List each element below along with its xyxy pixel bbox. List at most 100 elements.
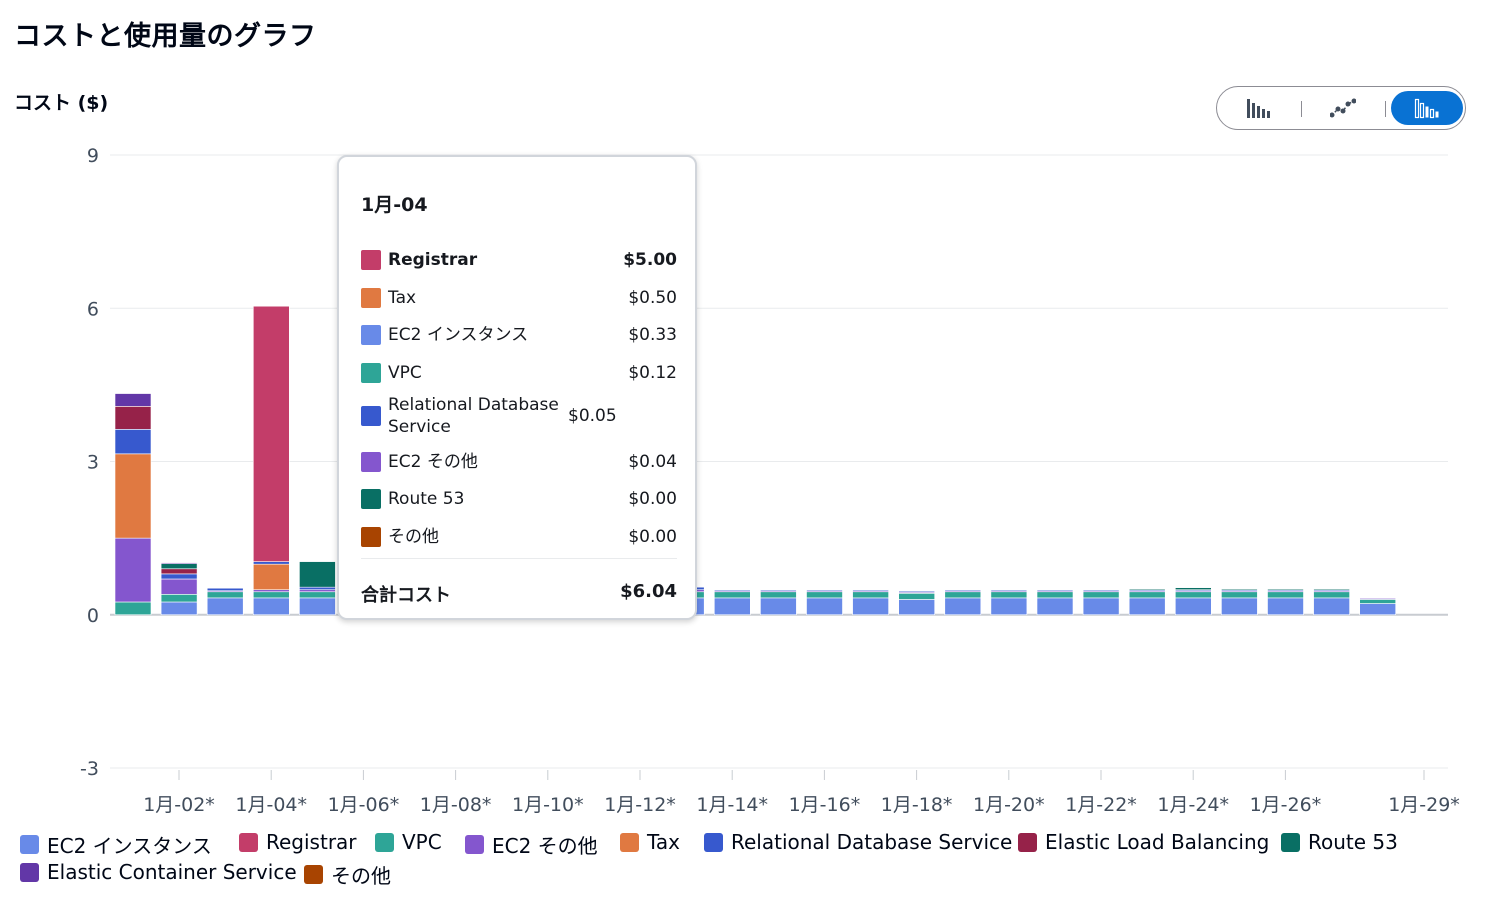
legend-item[interactable]: Elastic Load Balancing — [1018, 830, 1269, 854]
bar-segment — [299, 561, 336, 588]
bar-segment — [206, 597, 244, 616]
bar-segment — [299, 591, 336, 599]
bar-segment — [114, 429, 152, 455]
bar-segment — [852, 597, 889, 616]
tooltip-swatch — [361, 489, 381, 509]
legend-label: Elastic Container Service — [47, 860, 297, 884]
x-tick-label: 1月-14* — [696, 794, 768, 816]
bar-segment — [806, 591, 843, 599]
tooltip-row-name: Route 53 — [388, 489, 465, 509]
stacked-bar-chart: 9 6 3 0 -3 1月-02* 1月-04* 1月-06* 1月-08* 1月-10* 1月-1… — [80, 145, 1460, 816]
bar-segment — [1221, 597, 1258, 616]
tooltip-swatch — [361, 325, 381, 345]
y-tick-label: 9 — [87, 145, 99, 167]
legend-label: EC2 インスタンス — [47, 834, 212, 858]
bar-segment — [160, 568, 198, 575]
bar-segment — [1036, 589, 1074, 592]
bar-segment — [1082, 591, 1120, 599]
bar-segment — [944, 597, 982, 616]
tooltip-row-value: $0.05 — [568, 406, 617, 426]
bar-segment — [944, 591, 982, 599]
tooltip-row-value: $0.33 — [628, 325, 677, 345]
bar-segment — [760, 591, 797, 599]
bar-segment — [1036, 591, 1074, 599]
tooltip-row: Relational Database Service $0.05 — [361, 394, 677, 438]
x-tick-label: 1月-20* — [973, 794, 1045, 816]
tooltip-title: 1月-04 — [361, 194, 428, 216]
bar-segment — [898, 592, 936, 600]
tooltip-swatch — [361, 452, 381, 472]
page-title: コストと使用量のグラフ — [14, 21, 317, 52]
tooltip-row-value: $5.00 — [623, 250, 677, 270]
bar-segment — [990, 589, 1028, 592]
x-tick-label: 1月-06* — [328, 794, 400, 816]
bar-segment — [253, 561, 290, 565]
legend-label: Tax — [647, 830, 680, 854]
x-tick-label: 1月-24* — [1157, 794, 1229, 816]
bar-segment — [206, 591, 244, 599]
bar-segment — [114, 453, 152, 539]
bar-chart-icon — [1247, 99, 1270, 118]
bar-segment — [114, 406, 152, 430]
bar-segment — [253, 305, 290, 562]
tooltip-swatch — [361, 250, 381, 270]
toggle-separator — [1301, 101, 1302, 117]
tooltip-row-value: $0.04 — [628, 452, 677, 472]
legend-item[interactable]: VPC — [375, 830, 442, 854]
bar-segment — [206, 587, 244, 592]
bar-segment — [299, 589, 336, 593]
bar-segment — [1128, 597, 1166, 616]
y-tick-label: -3 — [80, 758, 99, 780]
legend-item[interactable]: EC2 インスタンス — [20, 830, 212, 859]
tooltip-row: EC2 その他 $0.04 — [361, 451, 677, 473]
legend-item[interactable]: Tax — [620, 830, 680, 854]
legend-label: Route 53 — [1308, 830, 1398, 854]
x-tick-label: 1月-04* — [235, 794, 307, 816]
legend-label: Elastic Load Balancing — [1045, 830, 1270, 854]
legend-item[interactable]: EC2 その他 — [465, 830, 598, 859]
bar-segment — [944, 589, 982, 592]
bar-segment — [760, 589, 797, 592]
legend-swatch — [304, 865, 323, 884]
bar-chart-button[interactable] — [1223, 91, 1295, 125]
legend-label: EC2 その他 — [492, 834, 598, 858]
legend-item[interactable]: Relational Database Service — [704, 830, 1012, 854]
bar-segment — [1175, 587, 1212, 591]
x-tick-label: 1月-16* — [789, 794, 861, 816]
bar-segment — [990, 591, 1028, 599]
x-tick-label: 1月-26* — [1250, 794, 1322, 816]
legend-swatch — [20, 835, 39, 854]
bar-segment — [160, 578, 198, 595]
stacked-bar-chart-button[interactable] — [1391, 91, 1463, 125]
legend-item[interactable]: Elastic Container Service — [20, 860, 297, 884]
bar-segment — [160, 594, 198, 603]
tooltip-total-label: 合計コスト — [361, 585, 451, 606]
tooltip-row-value: $0.50 — [628, 288, 677, 308]
bar-segment — [1359, 599, 1396, 604]
tooltip-row: Route 53 $0.00 — [361, 488, 677, 510]
bar-segment — [1221, 588, 1258, 591]
bar-segment — [160, 562, 198, 564]
y-axis-title: コスト ($) — [14, 92, 109, 114]
tooltip-row-value: $0.00 — [628, 489, 677, 509]
bar-segment — [1267, 591, 1304, 599]
bar-segment — [1313, 597, 1350, 616]
tooltip-swatch — [361, 288, 381, 308]
legend-swatch — [465, 835, 484, 854]
bar-segment — [114, 537, 152, 603]
bar-segment — [1175, 591, 1212, 599]
tooltip-row-name: EC2 その他 — [388, 452, 478, 472]
tooltip-row: その他 $0.00 — [361, 526, 677, 548]
legend-item[interactable]: Registrar — [239, 830, 357, 854]
y-tick-label: 0 — [87, 605, 99, 627]
legend-item[interactable]: その他 — [304, 860, 391, 889]
bar-segment — [1359, 598, 1396, 600]
legend-label: その他 — [331, 864, 391, 888]
y-tick-label: 3 — [87, 452, 99, 474]
legend-item[interactable]: Route 53 — [1281, 830, 1398, 854]
bar-segment — [253, 589, 290, 593]
tooltip-row: VPC $0.12 — [361, 362, 677, 384]
bar-segment — [160, 601, 198, 616]
line-chart-button[interactable] — [1307, 91, 1379, 125]
tooltip-divider — [361, 558, 677, 559]
